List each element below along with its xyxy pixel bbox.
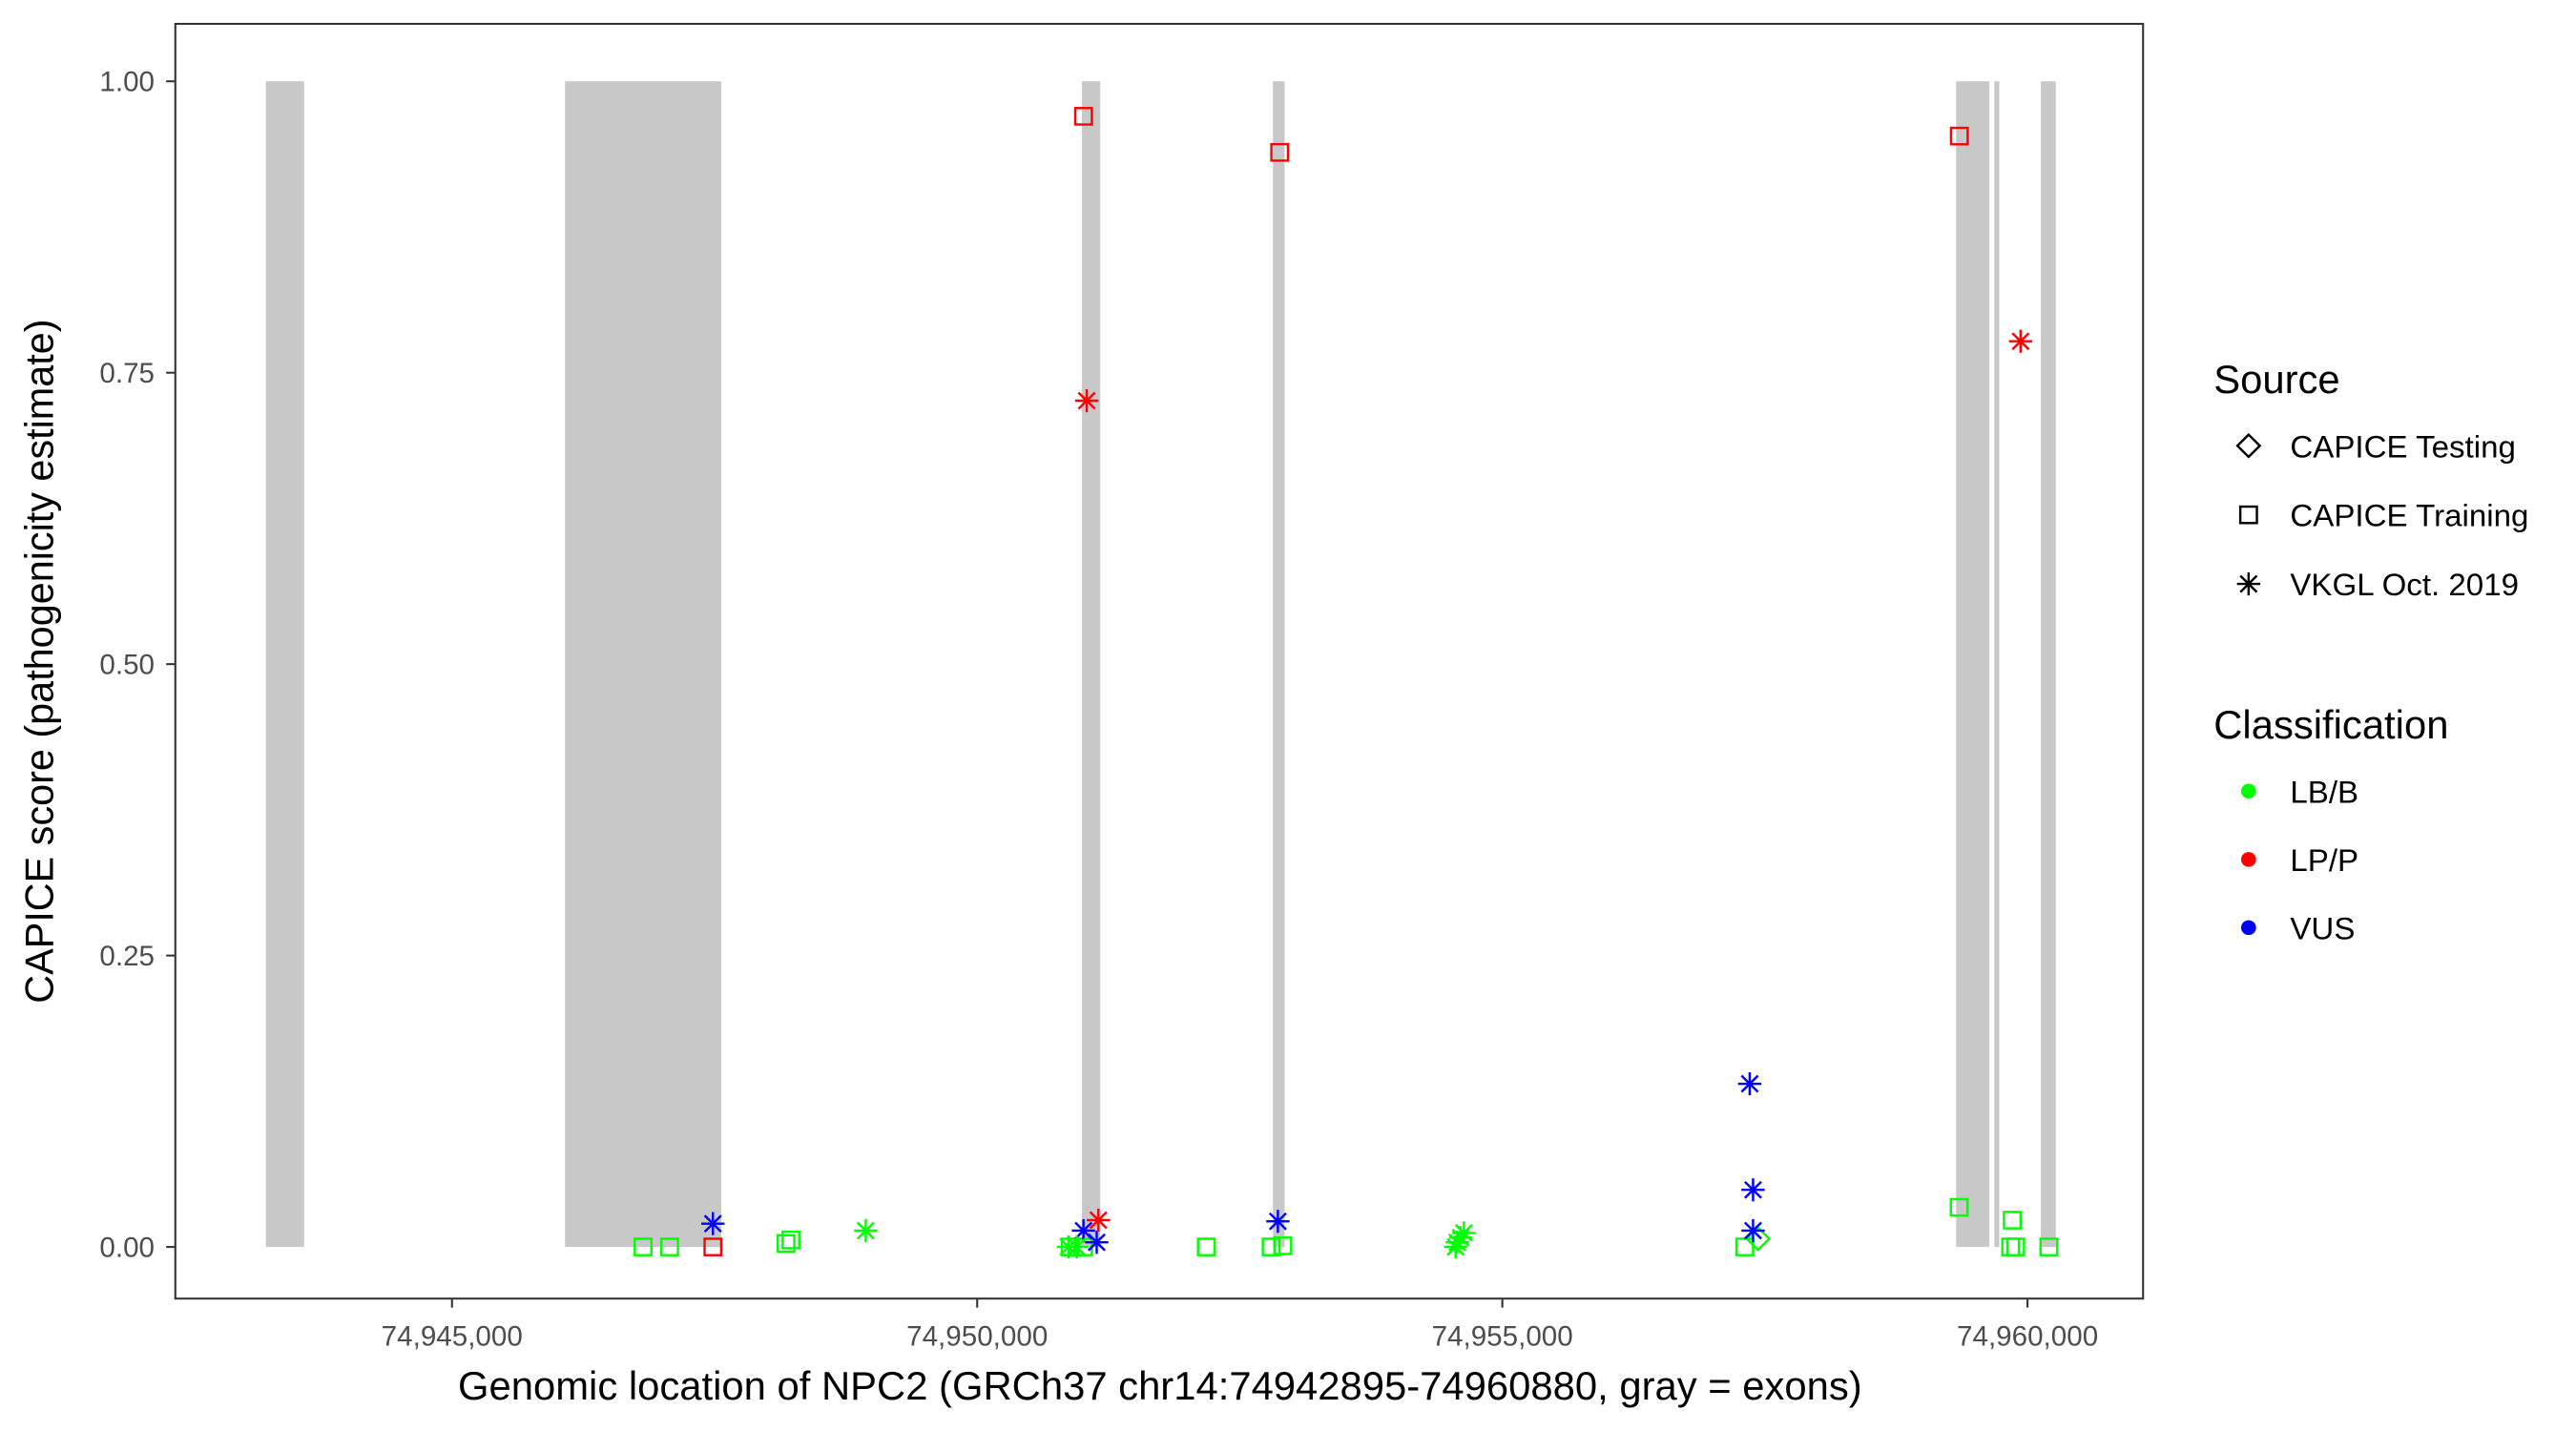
- legend-key-testing: [2235, 432, 2262, 459]
- point-testing: [1745, 1226, 1772, 1252]
- point-training: [1270, 142, 1290, 162]
- point-vkgl: [1741, 1178, 1765, 1202]
- y-tick-label: 0.75: [99, 358, 155, 389]
- exon-band: [265, 81, 304, 1248]
- point-vkgl: [1065, 1235, 1089, 1259]
- exon-bands: [265, 81, 2056, 1248]
- point-vkgl: [1741, 1218, 1765, 1243]
- legend-key-training: [2238, 505, 2258, 525]
- point-vkgl: [701, 1212, 725, 1235]
- legend-label-class: VUS: [2290, 911, 2355, 946]
- point-training: [1735, 1237, 1755, 1256]
- legend-key-class: [2241, 920, 2256, 936]
- plot-panel-border: [174, 22, 2145, 1300]
- legend-label-vkgl: VKGL Oct. 2019: [2290, 567, 2519, 602]
- x-tick-label: 74,945,000: [382, 1320, 523, 1352]
- y-tick-label: 0.00: [99, 1233, 155, 1264]
- y-tick-label: 1.00: [99, 67, 155, 98]
- legend-label-testing: CAPICE Testing: [2290, 428, 2516, 464]
- legend-label-class: LB/B: [2290, 775, 2358, 810]
- point-training: [659, 1237, 679, 1256]
- point-vkgl: [854, 1218, 878, 1243]
- point-training: [1949, 126, 1969, 146]
- point-training: [1273, 1236, 1293, 1255]
- point-training: [1196, 1237, 1216, 1256]
- point-training: [634, 1237, 653, 1256]
- point-training: [1261, 1237, 1281, 1256]
- point-training: [776, 1234, 796, 1254]
- point-vkgl: [1087, 1208, 1111, 1233]
- x-tick-label: 74,955,000: [1432, 1320, 1573, 1352]
- point-training: [2005, 1237, 2025, 1256]
- y-axis-title: CAPICE score (pathogenicity estimate): [17, 319, 62, 1003]
- point-training: [2003, 1211, 2023, 1230]
- exon-band: [1273, 81, 1285, 1248]
- legend-label-class: LP/P: [2290, 842, 2358, 878]
- exon-band: [1081, 81, 1101, 1248]
- y-tick-label: 0.50: [99, 650, 155, 681]
- legend-key-vkgl: [2236, 572, 2261, 596]
- legend-source-title: Source: [2213, 357, 2339, 402]
- exon-band: [2041, 81, 2056, 1248]
- point-training: [1073, 107, 1093, 126]
- point-training: [2001, 1237, 2021, 1256]
- point-training: [781, 1230, 800, 1250]
- point-training: [1949, 1197, 1969, 1217]
- point-vkgl: [1074, 388, 1099, 413]
- point-vkgl: [2008, 329, 2033, 353]
- legend: Source Classification CAPICE Testing CAPI…: [2213, 357, 2528, 945]
- point-vkgl: [1266, 1210, 1290, 1234]
- point-vkgl: [1085, 1231, 1109, 1255]
- y-axis: 1.00 0.75 0.50 0.25 0.00: [99, 67, 175, 1264]
- point-vkgl: [1452, 1221, 1476, 1245]
- x-axis: 74,945,000 74,950,000 74,955,000 74,960,000: [382, 1299, 2098, 1352]
- exon-band: [1994, 81, 2000, 1248]
- x-tick-label: 74,950,000: [906, 1320, 1048, 1352]
- y-tick-label: 0.25: [99, 941, 155, 972]
- legend-key-class: [2241, 852, 2256, 867]
- legend-classification-title: Classification: [2213, 702, 2448, 747]
- x-tick-label: 74,960,000: [1957, 1320, 2098, 1352]
- legend-label-training: CAPICE Training: [2290, 498, 2528, 533]
- point-training: [703, 1237, 723, 1256]
- exon-band: [565, 81, 721, 1248]
- data-points: [634, 107, 2059, 1259]
- exon-band: [1956, 81, 1990, 1248]
- legend-key-class: [2241, 783, 2256, 799]
- point-training: [2039, 1237, 2059, 1256]
- x-axis-title: Genomic location of NPC2 (GRCh37 chr14:7…: [458, 1363, 1862, 1408]
- point-vkgl: [1737, 1071, 1762, 1096]
